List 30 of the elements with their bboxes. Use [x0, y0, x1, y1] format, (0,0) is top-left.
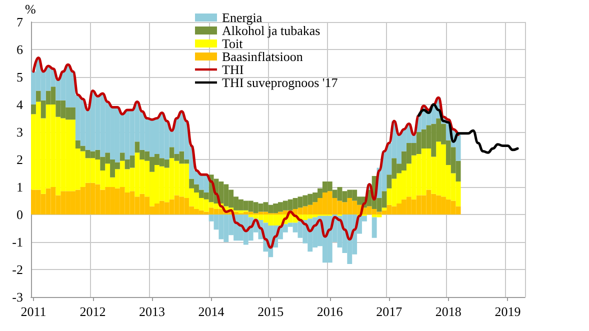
y-axis-title: % — [25, 2, 36, 17]
bar — [372, 217, 377, 238]
legend-label: THI suveprognoos '17 — [222, 75, 338, 90]
x-tick-label: 2019 — [494, 304, 521, 319]
y-tick-label: -3 — [12, 290, 23, 304]
bar — [31, 104, 36, 114]
y-tick-label: 1 — [16, 180, 23, 194]
y-tick-label: -2 — [12, 262, 23, 277]
y-tick-label: -1 — [12, 234, 23, 250]
x-tick-label: 2018 — [435, 304, 462, 319]
y-tick-label: 4 — [16, 97, 24, 112]
y-tick-label: 5 — [16, 70, 23, 84]
y-tick-label: 7 — [16, 14, 24, 30]
x-tick-label: 2015 — [258, 304, 284, 319]
legend-label: Toit — [222, 36, 244, 51]
y-tick-label: 3 — [16, 124, 23, 140]
y-tick-label: 6 — [16, 42, 24, 57]
line-series — [418, 103, 519, 154]
x-tick-label: 2013 — [139, 304, 166, 319]
legend-label: Baasinflatsioon — [222, 49, 304, 64]
legend-label: THI — [222, 62, 244, 77]
legend-label: Energia — [222, 10, 262, 25]
x-tick-label: 2016 — [316, 304, 344, 319]
x-tick-label: 2017 — [376, 304, 403, 319]
y-tick-label: 0 — [16, 207, 23, 222]
bar — [382, 208, 387, 210]
x-tick-label: 2011 — [20, 304, 46, 319]
y-tick-label: 2 — [16, 152, 23, 167]
x-tick-label: 2014 — [198, 304, 225, 319]
x-tick-label: 2012 — [80, 304, 106, 319]
